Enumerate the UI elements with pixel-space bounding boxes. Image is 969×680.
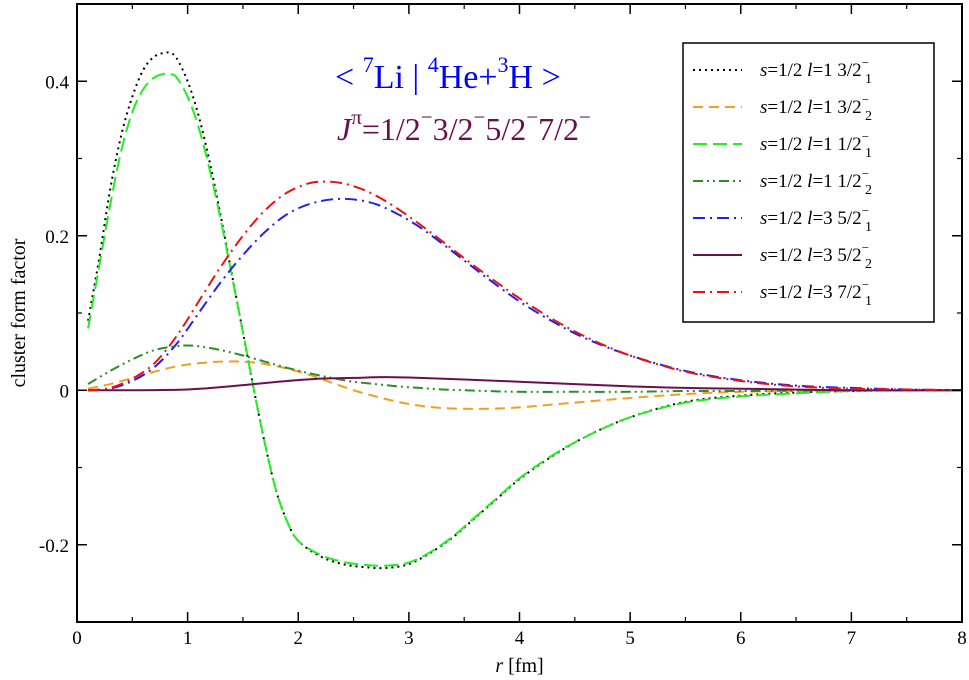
y-tick-label: 0.2 [45,227,69,248]
x-tick-label: 2 [294,628,304,649]
series-line-7 [87,180,962,392]
x-tick-label: 0 [72,628,82,649]
plot-lines [87,51,962,570]
x-tick-label: 4 [515,628,525,649]
legend-label: s=1/2 l=1 1/2− 2 [760,166,872,198]
legend-box [682,42,935,323]
legend-label: s=1/2 l=3 5/2− 2 [760,240,872,272]
title-line-2: Jπ=1/2−3/2−5/2−7/2− [337,105,591,147]
title-line-1: < 7Li | 4He+3H > [335,52,561,96]
chart-title: < 7Li | 4He+3H > Jπ=1/2−3/2−5/2−7/2− [335,52,591,147]
legend-label: s=1/2 l=1 3/2− 2 [760,92,872,124]
y-tick-label: 0.4 [45,72,69,93]
legend-label: s=1/2 l=3 5/2− 1 [760,203,872,235]
y-tick-label: -0.2 [39,536,69,557]
axis-ticks: 0 1 2 3 4 5 6 7 8 -0.2 0 0.2 0.4 [39,4,967,649]
x-axis-label: r [fm] [495,655,543,677]
x-tick-label: 1 [183,628,193,649]
legend-label: s=1/2 l=1 1/2− 1 [760,129,872,161]
series-line-6 [88,376,962,392]
x-tick-label: 3 [404,628,414,649]
x-tick-label: 6 [736,628,746,649]
series-line-3 [87,72,962,567]
x-tick-label: 5 [625,628,635,649]
y-axis-label: cluster form factor [8,238,30,387]
x-tick-label: 8 [957,628,967,649]
series-line-2 [87,360,962,410]
legend-label: s=1/2 l=1 3/2− 1 [760,55,872,87]
series-line-4 [87,344,962,393]
series-line-5 [87,197,962,392]
x-tick-label: 7 [847,628,857,649]
y-tick-label: 0 [60,381,70,402]
legend: s=1/2 l=1 3/2− 1 s=1/2 l=1 3/2− 2 s=1/2 l=1 … [682,42,935,323]
legend-label: s=1/2 l=3 7/2− 1 [760,277,872,309]
